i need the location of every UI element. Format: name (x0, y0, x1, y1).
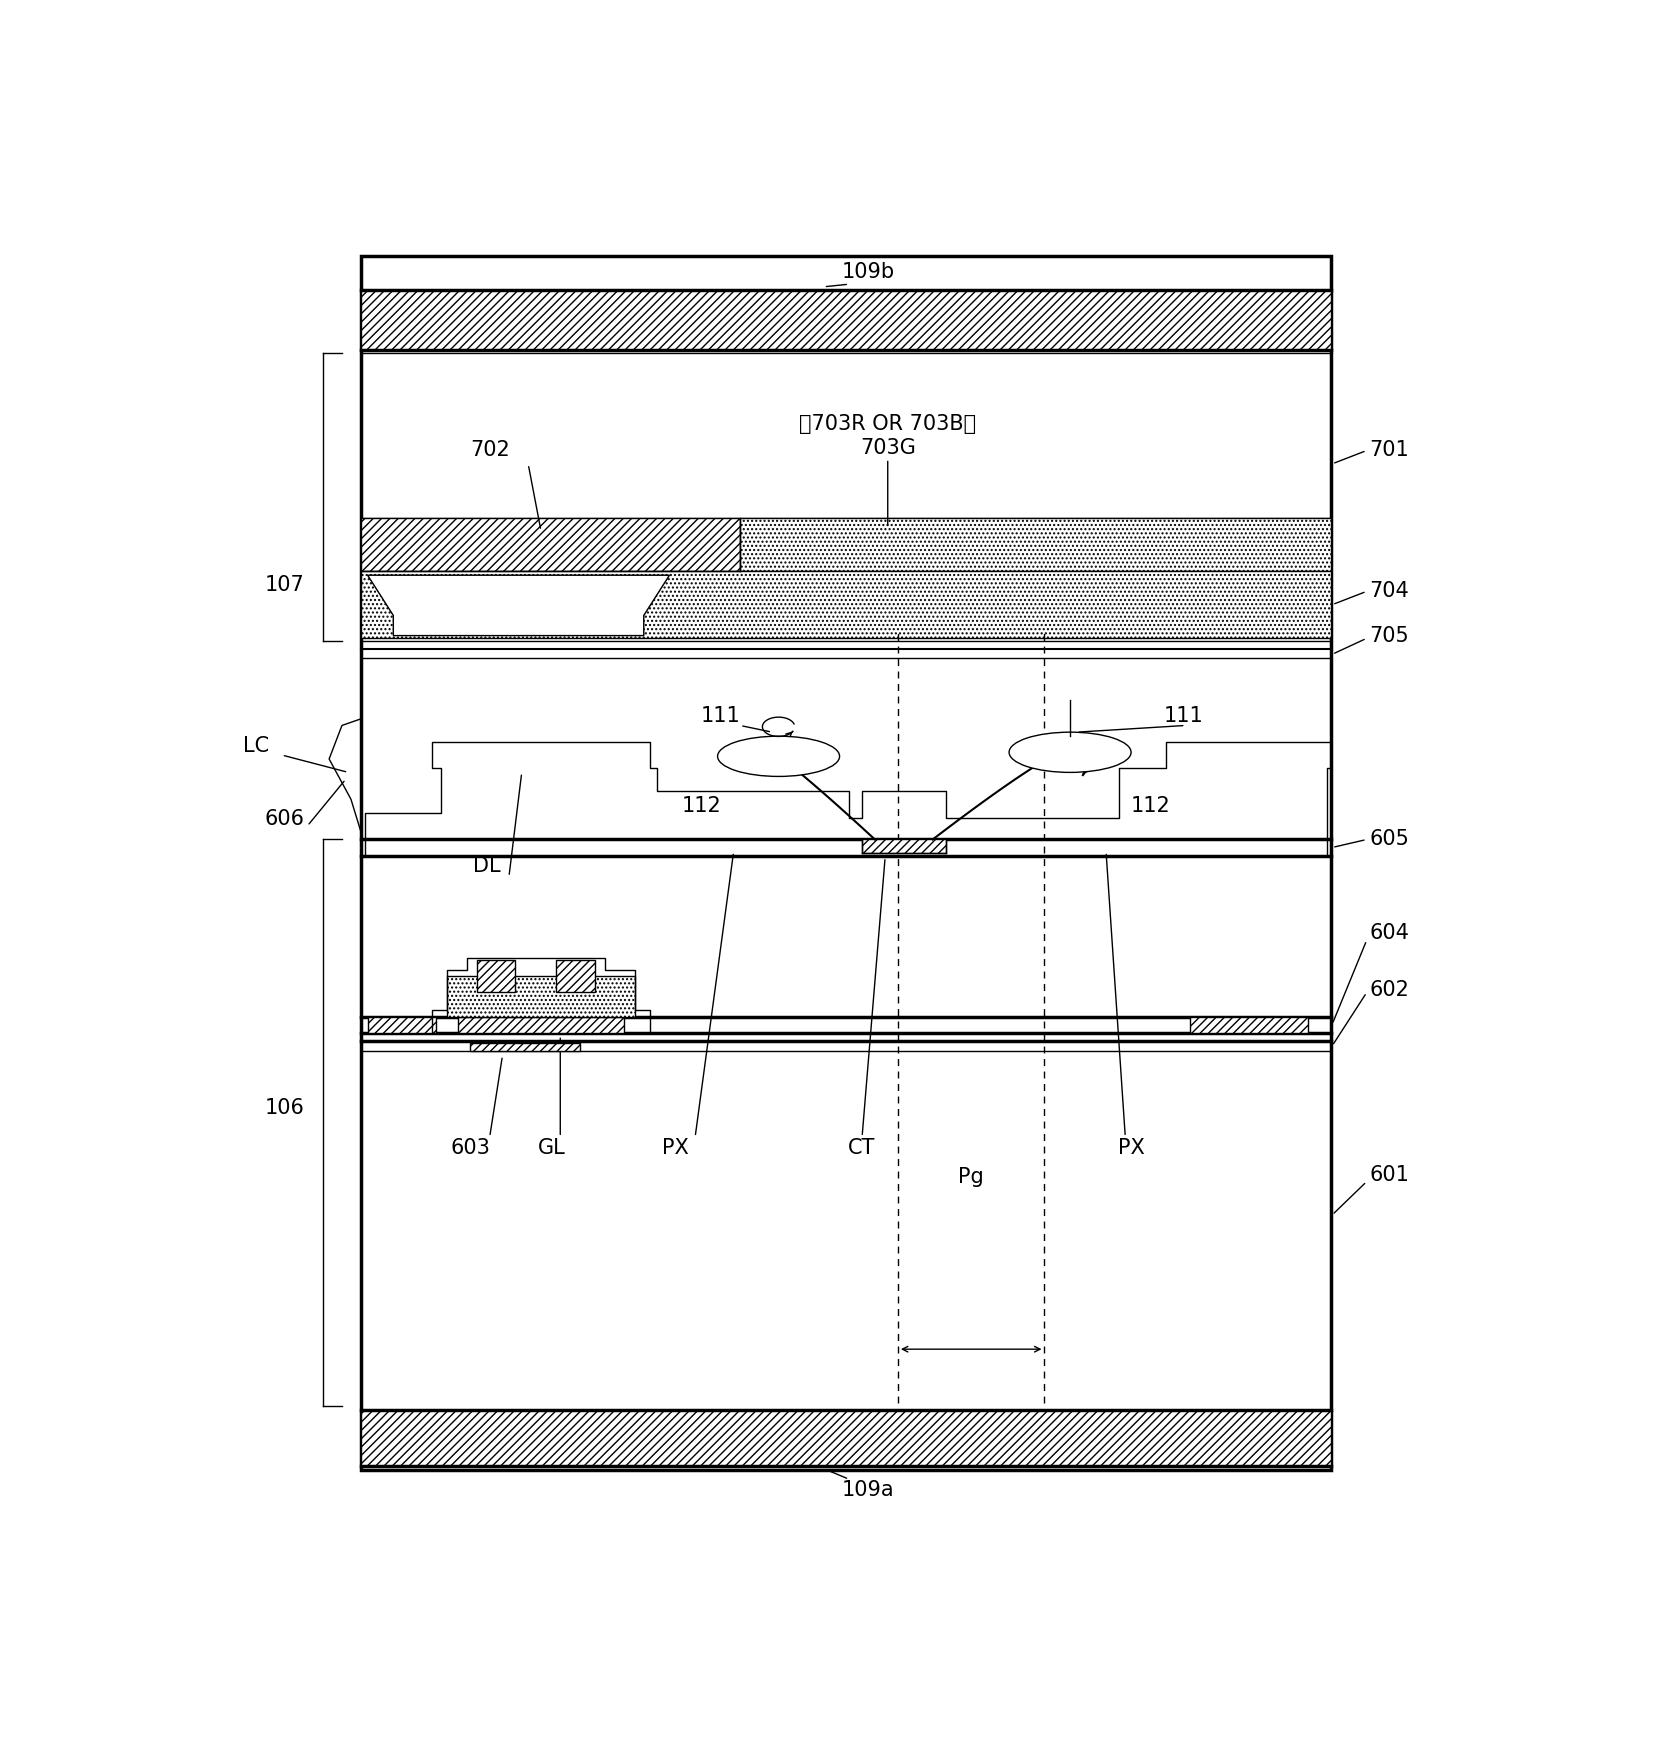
Text: 106: 106 (263, 1097, 305, 1118)
Text: 112: 112 (1132, 796, 1171, 815)
Text: 604: 604 (1369, 923, 1408, 944)
Text: 112: 112 (681, 796, 721, 815)
Text: 701: 701 (1369, 441, 1408, 460)
Text: （703R OR 703B）: （703R OR 703B） (799, 413, 976, 434)
Text: DL: DL (474, 857, 500, 876)
Bar (361, 1409, 1331, 1465)
Bar (471, 1043, 580, 1052)
Bar (447, 976, 635, 1017)
Text: 107: 107 (265, 575, 303, 594)
Bar (361, 517, 741, 571)
Ellipse shape (1009, 732, 1132, 772)
Text: 109b: 109b (842, 261, 895, 282)
Text: 705: 705 (1369, 625, 1408, 646)
Text: Pg: Pg (958, 1167, 984, 1188)
Text: PX: PX (663, 1138, 689, 1158)
Text: 603: 603 (451, 1138, 490, 1158)
Text: CT: CT (848, 1138, 877, 1158)
Bar (1190, 1017, 1307, 1033)
Text: 111: 111 (1163, 706, 1203, 726)
Text: 704: 704 (1369, 582, 1408, 601)
Polygon shape (368, 575, 669, 636)
Bar (361, 571, 1331, 638)
Text: 702: 702 (471, 441, 509, 460)
Text: GL: GL (537, 1138, 565, 1158)
Bar (477, 960, 515, 993)
Bar (368, 1017, 436, 1033)
Text: LC: LC (244, 735, 268, 756)
Text: 111: 111 (701, 706, 741, 726)
Text: 602: 602 (1369, 979, 1408, 1000)
Bar (457, 1017, 625, 1033)
Bar (361, 256, 1331, 1470)
Polygon shape (368, 575, 669, 636)
Text: 109a: 109a (842, 1481, 895, 1500)
Bar (557, 960, 595, 993)
Bar (862, 840, 946, 854)
Bar (741, 517, 1331, 571)
Ellipse shape (717, 737, 840, 777)
Text: 601: 601 (1369, 1165, 1408, 1185)
Text: 605: 605 (1369, 829, 1408, 850)
Bar (361, 289, 1331, 350)
Text: 606: 606 (263, 810, 305, 829)
Text: PX: PX (1118, 1138, 1145, 1158)
Text: 703G: 703G (860, 437, 916, 458)
